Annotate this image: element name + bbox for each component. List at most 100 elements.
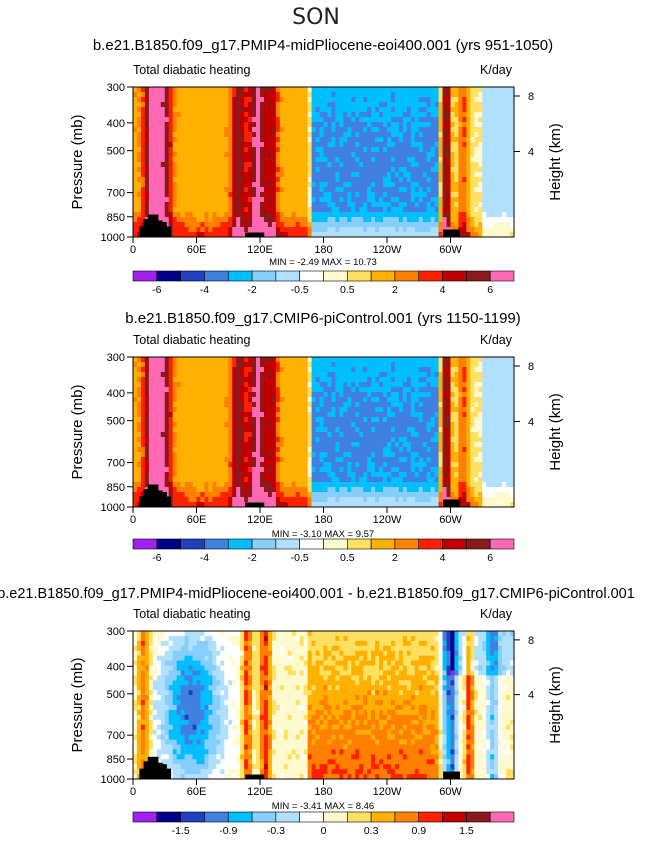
field-cell — [144, 117, 150, 123]
y-tick-label: 700 — [107, 188, 125, 200]
field-cell — [196, 362, 201, 368]
field-cell — [343, 392, 348, 398]
field-cell — [220, 222, 225, 228]
field-cell — [422, 137, 428, 143]
field-cell — [224, 152, 229, 158]
field-cell — [323, 177, 328, 183]
field-cell — [371, 172, 376, 178]
field-cell — [136, 492, 142, 498]
field-cell — [327, 177, 332, 183]
field-cell — [482, 147, 487, 153]
field-cell — [188, 112, 193, 118]
field-cell — [220, 452, 225, 458]
field-cell — [172, 142, 178, 148]
field-cell — [212, 112, 217, 118]
field-cell — [287, 362, 293, 368]
field-cell — [387, 457, 392, 463]
field-cell — [220, 467, 225, 473]
field-cell — [343, 97, 348, 103]
field-cell — [136, 372, 142, 378]
field-cell — [303, 207, 309, 213]
field-cell — [327, 392, 332, 398]
field-cell — [133, 177, 138, 183]
field-cell — [470, 207, 475, 213]
field-cell — [144, 367, 150, 373]
field-cell — [180, 132, 185, 138]
field-cell — [311, 447, 316, 453]
field-cell — [164, 107, 170, 113]
field-cell — [339, 197, 344, 203]
field-cell — [164, 197, 170, 203]
field-cell — [430, 222, 436, 228]
field-cell — [236, 122, 241, 128]
field-cell — [216, 482, 221, 488]
field-cell — [319, 462, 324, 468]
field-cell — [267, 382, 273, 388]
field-cell — [490, 197, 495, 203]
field-cell — [152, 87, 158, 93]
field-cell — [220, 447, 225, 453]
field-cell — [371, 457, 376, 463]
field-cell — [299, 437, 305, 443]
field-cell — [363, 117, 368, 123]
field-cell — [156, 432, 162, 438]
field-cell — [299, 407, 305, 413]
field-cell — [224, 162, 229, 168]
field-cell — [347, 412, 352, 418]
field-cell — [494, 147, 499, 153]
field-cell — [315, 117, 320, 123]
field-cell — [216, 367, 221, 373]
field-cell — [510, 192, 515, 198]
field-cell — [390, 362, 396, 368]
field-cell — [279, 432, 285, 438]
chart-panel-1: b.e21.B1850.f09_g17.PMIP4-midPliocene-eo… — [69, 37, 564, 296]
field-cell — [498, 212, 503, 218]
field-cell — [319, 482, 324, 488]
field-cell — [279, 362, 285, 368]
field-cell — [133, 92, 138, 98]
field-cell — [172, 467, 178, 473]
field-cell — [478, 167, 483, 173]
field-cell — [172, 157, 178, 163]
field-cell — [208, 432, 213, 438]
field-cell — [490, 177, 495, 183]
field-cell — [383, 472, 388, 478]
field-cell — [168, 182, 174, 188]
field-cell — [240, 222, 245, 228]
field-cell — [478, 92, 483, 98]
field-cell — [168, 432, 174, 438]
field-cell — [319, 472, 324, 478]
field-cell — [454, 147, 459, 153]
field-cell — [343, 232, 348, 238]
field-cell — [279, 142, 285, 148]
field-cell — [371, 182, 376, 188]
field-cell — [371, 442, 376, 448]
field-cell — [319, 467, 324, 473]
field-cell — [327, 407, 332, 413]
field-cell — [335, 377, 340, 383]
field-cell — [494, 212, 499, 218]
field-cell — [327, 397, 332, 403]
field-cell — [232, 402, 237, 408]
field-cell — [402, 117, 408, 123]
field-cell — [263, 232, 269, 238]
field-cell — [351, 132, 356, 138]
field-cell — [351, 502, 356, 508]
field-cell — [291, 467, 297, 473]
field-cell — [339, 212, 344, 218]
field-cell — [383, 167, 388, 173]
field-cell — [470, 227, 475, 233]
field-cell — [379, 192, 384, 198]
field-cell — [279, 167, 285, 173]
field-cell — [470, 142, 475, 148]
field-cell — [339, 182, 344, 188]
field-cell — [200, 442, 205, 448]
field-cell — [172, 92, 178, 98]
field-cell — [136, 382, 142, 388]
field-cell — [410, 177, 416, 183]
field-cell — [434, 197, 439, 203]
field-cell — [347, 217, 352, 223]
field-cell — [144, 112, 150, 118]
field-cell — [363, 402, 368, 408]
field-cell — [402, 147, 408, 153]
